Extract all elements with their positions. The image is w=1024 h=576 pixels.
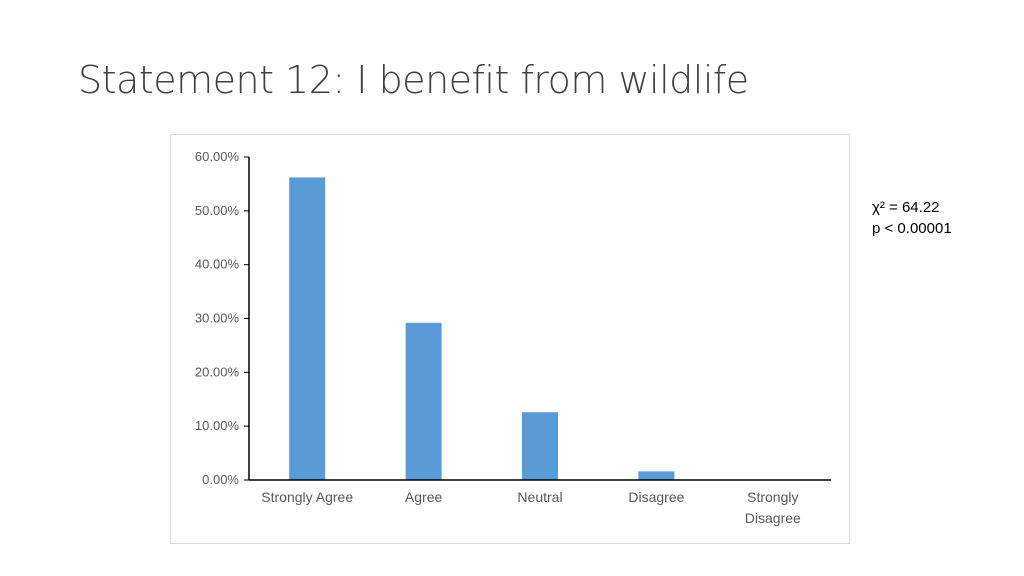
y-tick-label: 10.00% bbox=[195, 418, 240, 433]
x-axis-labels: Strongly Agree Agree Neutral Disagree Strong… bbox=[261, 489, 801, 526]
p-value: p < 0.00001 bbox=[872, 220, 952, 237]
y-tick-label: 20.00% bbox=[195, 364, 240, 379]
bar bbox=[522, 412, 558, 480]
x-category-label: Disagree bbox=[745, 510, 801, 526]
x-category-label: Agree bbox=[405, 489, 443, 505]
slide-title: Statement 12: I benefit from wildlife bbox=[78, 58, 749, 102]
y-tick-label: 50.00% bbox=[195, 203, 240, 218]
x-category-label: Neutral bbox=[517, 489, 562, 505]
bar-chart: 0.00% 10.00% 20.00% 30.00% 40.00% 50.00% 60.00… bbox=[195, 149, 831, 526]
y-tick-label: 40.00% bbox=[195, 257, 240, 272]
y-tick-label: 60.00% bbox=[195, 149, 240, 164]
y-axis-ticks: 0.00% 10.00% 20.00% 30.00% 40.00% 50.00% 60.00… bbox=[195, 149, 249, 487]
bar bbox=[289, 177, 326, 480]
chart-area: 0.00% 10.00% 20.00% 30.00% 40.00% 50.00% 60.00… bbox=[170, 134, 850, 544]
chi-square-annotation: χ² = 64.22 p < 0.00001 bbox=[872, 197, 952, 239]
bar bbox=[405, 322, 442, 480]
chi-square-value: χ² = 64.22 bbox=[872, 199, 940, 216]
x-category-label: Strongly Agree bbox=[261, 489, 353, 505]
x-category-label: Disagree bbox=[628, 489, 684, 505]
bar bbox=[638, 471, 675, 480]
x-category-label: Strongly bbox=[747, 489, 798, 505]
y-tick-label: 30.00% bbox=[195, 311, 240, 326]
y-tick-label: 0.00% bbox=[202, 472, 239, 487]
bar-series bbox=[289, 177, 675, 480]
